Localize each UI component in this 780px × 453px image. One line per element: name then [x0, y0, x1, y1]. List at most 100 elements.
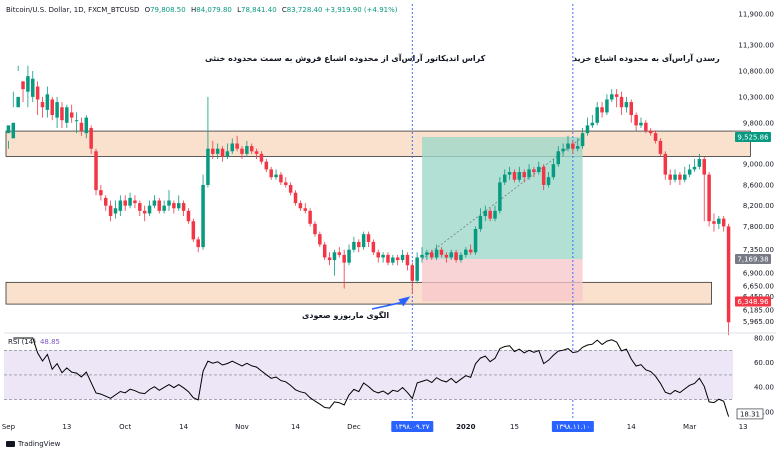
candle-body: [352, 241, 356, 250]
candle: [551, 159, 556, 180]
candle: [668, 169, 672, 185]
candle: [191, 218, 196, 242]
candle: [702, 156, 706, 222]
candle-body: [313, 223, 317, 235]
candle-body: [45, 94, 50, 110]
candle-body: [454, 252, 458, 261]
candle: [687, 164, 692, 178]
candle: [726, 223, 731, 336]
price-tick-label: 9,000.00: [743, 161, 774, 169]
candle-body: [55, 102, 59, 118]
candle: [352, 236, 356, 253]
candle-body: [16, 96, 20, 108]
time-tick-label: 15: [510, 423, 519, 431]
candle-body: [293, 192, 298, 204]
candle-body: [186, 210, 191, 222]
candle-body: [89, 127, 93, 149]
candle-body: [381, 254, 385, 258]
candle-body: [162, 205, 166, 211]
rsi-last-label: 18.31: [740, 410, 760, 418]
candle-body: [40, 102, 45, 108]
candle: [240, 146, 244, 160]
candle: [721, 216, 726, 232]
candle-body: [332, 252, 337, 261]
candle: [259, 151, 264, 165]
candle: [546, 172, 551, 188]
candle-body: [108, 205, 113, 217]
arrow-shaft: [371, 301, 403, 310]
price-tick-label: 8,600.00: [743, 181, 774, 189]
candle-body: [395, 257, 400, 261]
candle-body: [249, 146, 254, 152]
tradingview-logo[interactable]: TradingView: [6, 440, 60, 448]
candle-body: [366, 234, 371, 242]
candle: [512, 169, 517, 183]
candle: [249, 143, 254, 154]
candle-body: [678, 174, 682, 180]
date-tag-label: ۱۳۹۸.۰۹.۲۷: [395, 423, 430, 431]
time-tick-label: 13: [739, 423, 748, 431]
candle: [40, 96, 45, 118]
candles-layer: [6, 65, 731, 336]
candle-body: [318, 234, 322, 245]
candle: [94, 148, 98, 196]
candle: [142, 205, 147, 222]
candle: [245, 140, 249, 157]
candle: [425, 249, 429, 261]
candle-body: [444, 254, 449, 258]
candle: [400, 249, 405, 263]
candle-body: [235, 143, 239, 149]
candle: [196, 236, 200, 253]
candle: [361, 231, 366, 250]
candle: [274, 169, 278, 180]
close-label: C: [281, 6, 287, 14]
candle-body: [551, 164, 556, 178]
price-tick-label: 11,300.00: [738, 42, 774, 50]
candle-body: [386, 254, 390, 263]
candle-body: [240, 148, 244, 154]
candle-body: [512, 172, 517, 180]
candle: [605, 94, 609, 116]
candle-body: [103, 197, 108, 206]
candle-body: [468, 249, 473, 253]
candle-body: [60, 107, 64, 121]
price-tick-label: 10,300.00: [738, 93, 774, 101]
candle: [673, 169, 677, 183]
candle: [79, 117, 84, 136]
candle: [658, 138, 663, 157]
candle-body: [65, 107, 69, 123]
rsi-header: RSI (14) 48.85: [8, 338, 60, 346]
candle-body: [430, 252, 434, 258]
tradingview-logo-icon: [6, 441, 15, 447]
candle-body: [517, 172, 522, 180]
candle: [99, 184, 103, 201]
candle-body: [692, 166, 697, 170]
candle-body: [215, 148, 220, 154]
candle: [678, 172, 682, 185]
candle-body: [84, 117, 89, 134]
candle-body: [123, 200, 127, 206]
candle-body: [69, 112, 74, 118]
candle: [206, 96, 210, 188]
stop-area: [422, 259, 583, 302]
price-tag: [735, 296, 771, 307]
high-value: 84,079.80: [196, 6, 232, 14]
candle-body: [478, 216, 483, 229]
rsi-line: [13, 337, 730, 417]
chart-header: Bitcoin/U.S. Dollar, 1D, FXCM_BTCUSD O79…: [6, 6, 397, 14]
candle-body: [697, 159, 702, 167]
candle: [103, 195, 108, 211]
candle: [279, 172, 283, 185]
trend-path: [421, 136, 583, 260]
candle-body: [522, 172, 526, 178]
candle: [692, 159, 697, 172]
candle-body: [274, 174, 278, 178]
candle: [371, 239, 376, 255]
time-tick-label: Mar: [683, 423, 696, 431]
candle-body: [639, 122, 643, 126]
candle-body: [561, 148, 565, 152]
candle-body: [26, 76, 30, 92]
open-label: O: [144, 6, 151, 14]
candle: [648, 127, 653, 136]
